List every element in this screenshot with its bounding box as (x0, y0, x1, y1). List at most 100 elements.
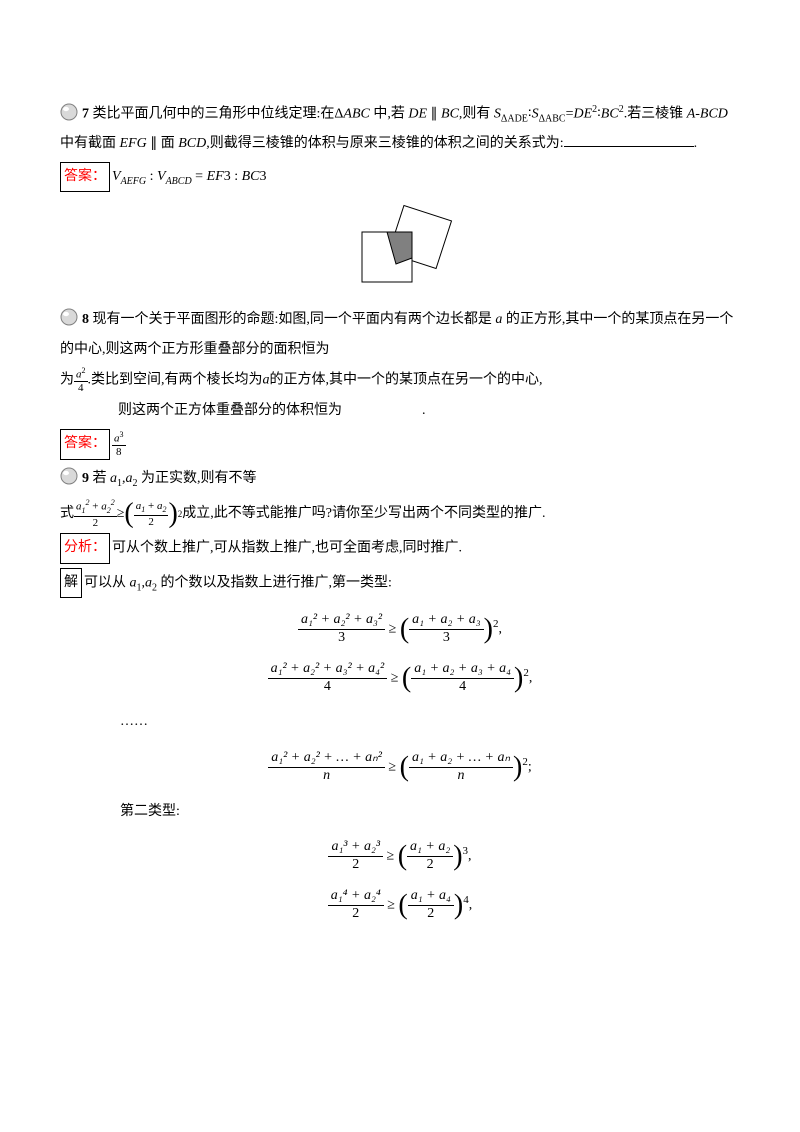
blank-line (564, 133, 694, 147)
bc: BC (242, 169, 260, 184)
n: a₁² + a₂² + a₃² + a₄² (268, 661, 388, 679)
bullet-icon (60, 467, 78, 496)
par: ∥ 面 (147, 136, 179, 151)
p: ) (514, 662, 523, 693)
a: a (130, 575, 137, 590)
q7-answer-row: 答案： VAEFG : VABCD = EF3 : BC3 (60, 162, 740, 193)
n: 3 (224, 169, 231, 184)
v: V (157, 169, 166, 184)
ge: ≥ (391, 670, 402, 685)
jie-label: 解 (64, 575, 78, 590)
t: 则这两个正方体重叠部分的体积恒为 (118, 403, 342, 418)
ef: EF (207, 169, 224, 184)
c: : (146, 169, 157, 184)
period: . (694, 136, 698, 151)
q9-number: 9 (82, 471, 89, 486)
d: n (409, 768, 513, 785)
abc: ABC (343, 107, 369, 122)
p: ) (454, 889, 463, 920)
v: V (112, 169, 121, 184)
d: 3 (298, 630, 385, 647)
abcd: A-BCD (687, 107, 728, 122)
q8-number: 8 (82, 312, 89, 327)
ge: ≥ (387, 897, 398, 912)
type2-label: 第二类型: (60, 799, 740, 826)
q9-line2: 式 a12 + a22 2 ≥ ( a1 + a2 2 )2 成立,此不等式能推… (60, 499, 740, 529)
fenxi-box: 分析： (60, 533, 110, 564)
squares-icon (340, 204, 460, 284)
bullet-icon (60, 308, 78, 337)
t: ,则截得三棱锥的体积与原来三棱锥的体积之间的关系式为: (206, 136, 563, 151)
sub: AEFG (121, 176, 147, 187)
a: a (263, 373, 270, 388)
q8-answer-row: 答案：a38 (60, 429, 740, 460)
comma: , (498, 622, 502, 637)
s: 1 (82, 506, 86, 515)
a: a (145, 575, 152, 590)
rhs-frac: a1 + a2 2 (134, 500, 169, 528)
comma: , (529, 670, 533, 685)
q7-line1: 7 类比平面几何中的三角形中位线定理:在ΔABC 中,若 DE ∥ BC,则有 … (60, 100, 740, 158)
t: 的个数以及指数上进行推广,第一类型: (157, 575, 392, 590)
p: ) (453, 840, 462, 871)
p: ( (398, 889, 407, 920)
d: 2 (74, 517, 117, 529)
ge: ≥ (117, 501, 125, 528)
p: ( (402, 662, 411, 693)
ge: ≥ (387, 849, 398, 864)
p: + (90, 501, 102, 513)
n: 3 (259, 169, 266, 184)
s: 2 (162, 505, 166, 514)
t: 可以从 (84, 575, 130, 590)
q7-answer-formula: VAEFG : VABCD = EF3 : BC3 (112, 169, 266, 184)
p: ) (484, 613, 493, 644)
eq-t1b: a₁² + a₂² + a₃² + a₄² 4 ≥ (a₁ + a₂ + a₃ +… (60, 661, 740, 696)
p: 2 (111, 498, 115, 507)
wei: 为 (60, 373, 74, 388)
t: 现有一个关于平面图形的命题:如图,同一个平面内有两个边长都是 (89, 312, 495, 327)
d: 2 (407, 857, 453, 874)
sade: ΔADE (501, 113, 528, 124)
d: n (268, 768, 385, 785)
a2: a (126, 471, 133, 486)
bc: BC (441, 107, 459, 122)
s: 2 (107, 506, 111, 515)
comma: , (468, 849, 472, 864)
n: a₁ + a₂ + a₃ + a₄ (411, 661, 514, 679)
d: 2 (408, 906, 454, 923)
t: ,则有 (459, 107, 494, 122)
q8-line1: 8 现有一个关于平面图形的命题:如图,同一个平面内有两个边长都是 a 的正方形,… (60, 307, 740, 363)
n: a₁⁴ + a₂⁴ (328, 888, 384, 906)
eq-t2b: a₁⁴ + a₂⁴2 ≥ (a₁ + a₄2)4, (60, 888, 740, 923)
n: a₁ + a₂ + … + aₙ (409, 750, 513, 768)
answer-box: 答案： (60, 429, 110, 460)
eq: = (192, 169, 207, 184)
eq-t1a: a₁² + a₂² + a₃²3 ≥ (a₁ + a₂ + a₃3)2, (60, 612, 740, 647)
comma: , (469, 897, 473, 912)
answer-label: 答案： (64, 169, 106, 184)
dots: …… (60, 709, 740, 736)
d: 2 (328, 906, 384, 923)
s: 3 (120, 430, 124, 439)
d: 2 (328, 857, 383, 874)
a1: a (110, 471, 117, 486)
period: . (422, 403, 426, 418)
t: 的正方体,其中一个的某顶点在另一个的中心, (270, 373, 543, 388)
d: 4 (411, 679, 514, 696)
q8-line2: 为a24.类比到空间,有两个棱长均为a的正方体,其中一个的某顶点在另一个的中心, (60, 367, 740, 394)
par: ∥ (427, 107, 441, 122)
lhs-frac: a12 + a22 2 (74, 499, 117, 529)
answer-label: 答案： (64, 436, 106, 451)
overlapping-squares-figure (60, 204, 740, 295)
t: 为正实数,则有不等 (138, 471, 257, 486)
n: a₁ + a₂ (407, 839, 453, 857)
ge: ≥ (388, 759, 399, 774)
p: ) (513, 751, 522, 782)
d: 3 (409, 630, 484, 647)
bc2: BC (601, 107, 619, 122)
q9-fenxi: 分析：可从个数上推广,可从指数上推广,也可全面考虑,同时推广. (60, 533, 740, 564)
p: ( (400, 751, 409, 782)
n: a₁² + a₂² + a₃² (298, 612, 385, 630)
n: a₁ + a₂ + a₃ (409, 612, 484, 630)
q9-line1: 9 若 a1,a2 为正实数,则有不等 (60, 466, 740, 496)
